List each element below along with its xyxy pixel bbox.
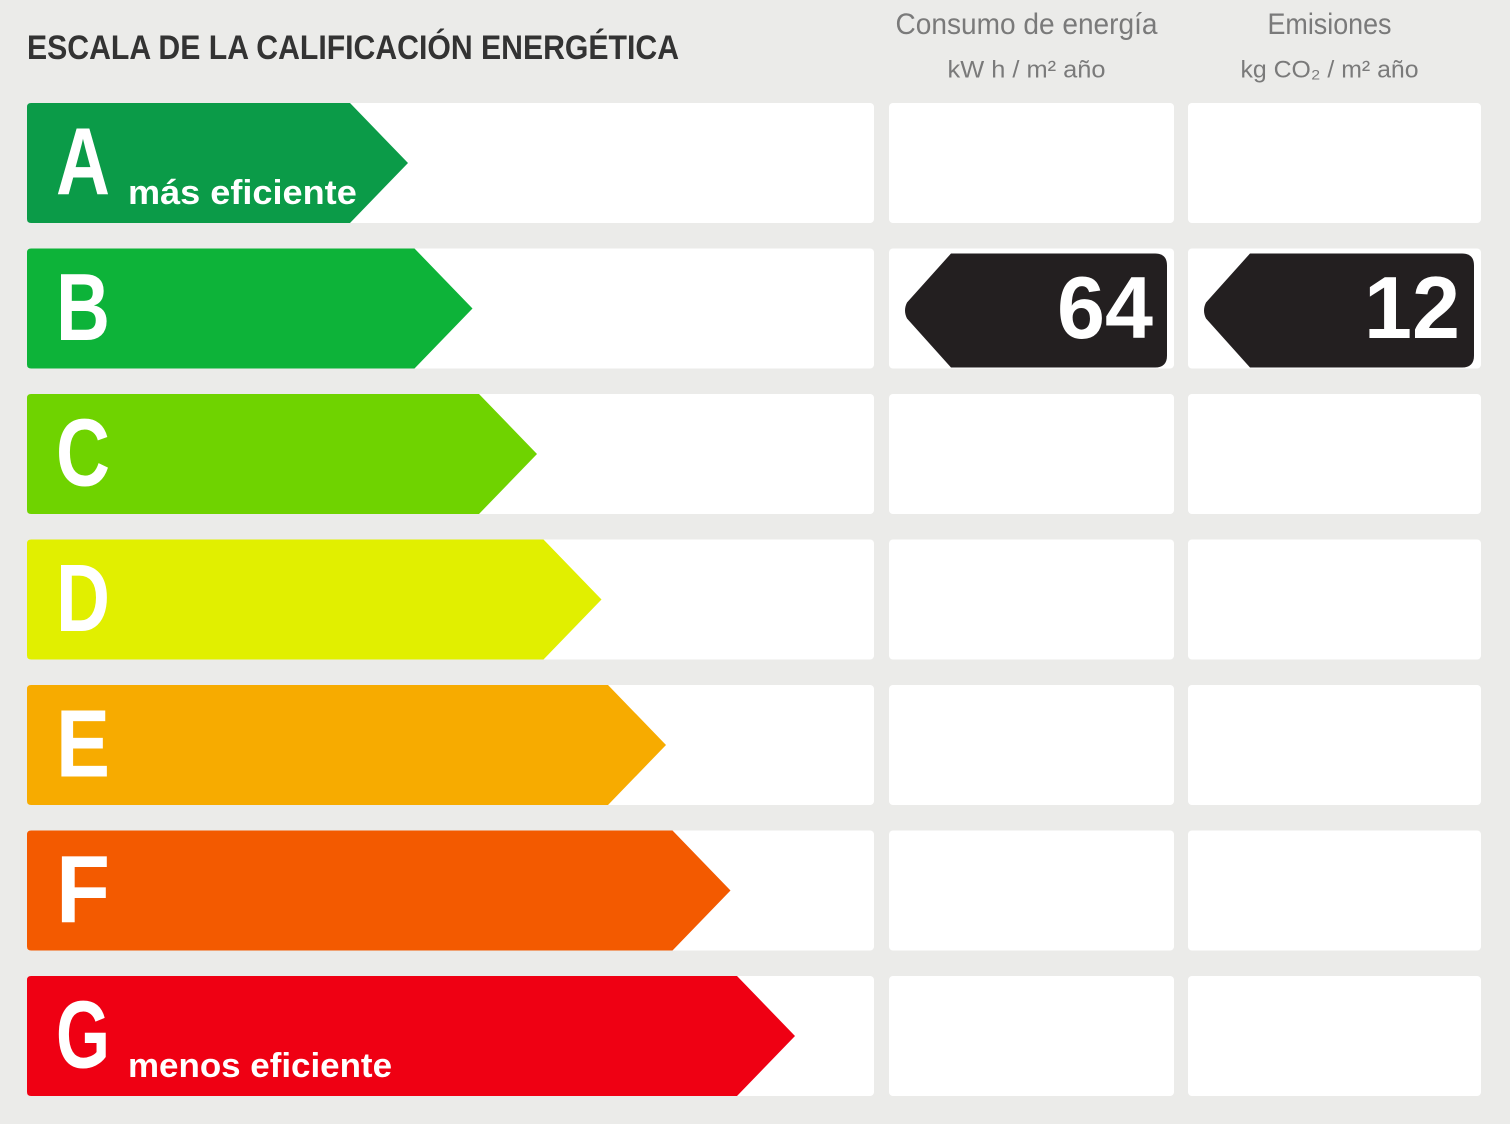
column-title: Emisiones	[1268, 8, 1392, 41]
rating-letter: F	[56, 836, 110, 943]
rating-arrow	[27, 976, 795, 1096]
rating-letter: C	[56, 399, 110, 506]
rating-note: más eficiente	[128, 174, 357, 212]
rating-badge	[905, 253, 1167, 368]
rating-badge	[1204, 253, 1474, 368]
rating-note: menos eficiente	[128, 1047, 392, 1085]
rating-arrow	[27, 685, 666, 805]
rating-arrow	[27, 103, 408, 223]
value-cell	[1188, 394, 1481, 514]
rating-arrow	[27, 248, 473, 369]
value-cell	[889, 394, 1174, 514]
rating-letter: B	[56, 254, 110, 361]
rating-letter: E	[56, 690, 110, 797]
rating-value: 64	[1057, 258, 1153, 357]
value-cell	[1188, 685, 1481, 805]
rating-value: 12	[1364, 258, 1460, 357]
value-cell	[889, 830, 1174, 951]
value-cell	[889, 976, 1174, 1096]
value-cell	[1188, 976, 1481, 1096]
title: ESCALA DE LA CALIFICACIÓN ENERGÉTICA	[27, 29, 679, 67]
rating-arrow	[27, 830, 731, 951]
value-cell	[889, 539, 1174, 660]
column-unit: kg CO₂ / m² año	[1241, 56, 1419, 83]
column-title: Consumo de energía	[896, 8, 1158, 41]
rating-arrow	[27, 394, 537, 514]
value-cell	[1188, 539, 1481, 660]
rating-letter: G	[56, 981, 110, 1088]
rating-arrow	[27, 539, 602, 660]
rating-letter: D	[56, 545, 110, 652]
value-cell	[1188, 830, 1481, 951]
column-unit: kW h / m² año	[948, 56, 1106, 83]
rating-letter: A	[56, 108, 110, 215]
value-cell	[889, 685, 1174, 805]
value-cell	[1188, 103, 1481, 223]
value-cell	[889, 103, 1174, 223]
